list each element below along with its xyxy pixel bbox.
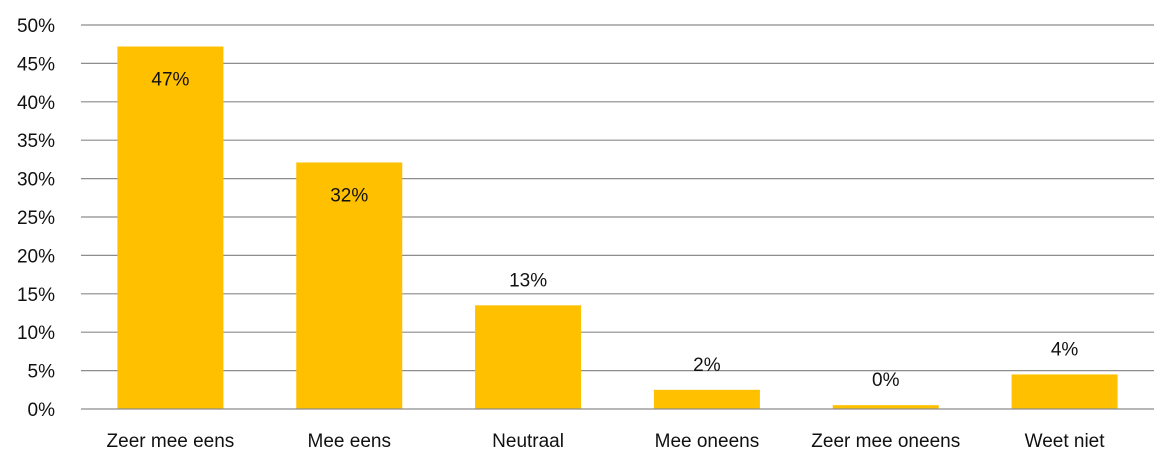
data-label: 32%	[330, 185, 368, 206]
x-category-label: Weet niet	[1025, 431, 1106, 450]
x-category-label: Zeer mee eens	[107, 431, 235, 450]
y-tick-label: 20%	[17, 246, 55, 267]
y-tick-label: 45%	[17, 54, 55, 75]
x-category-label: Mee eens	[308, 431, 391, 450]
bar	[653, 389, 760, 409]
x-axis-categories: Zeer mee eens Mee eens Neutraal Mee oneens Z…	[107, 431, 1106, 450]
y-tick-label: 25%	[17, 208, 55, 229]
y-tick-label: 0%	[28, 400, 56, 421]
data-label: 13%	[509, 270, 547, 291]
y-tick-label: 35%	[17, 131, 55, 152]
x-category-label: Mee oneens	[655, 431, 760, 450]
y-tick-label: 5%	[28, 362, 56, 383]
x-category-label: Zeer mee oneens	[811, 431, 960, 450]
data-label: 2%	[693, 355, 721, 376]
bars	[117, 46, 1118, 410]
bar	[117, 46, 224, 410]
y-tick-label: 40%	[17, 93, 55, 114]
data-label: 47%	[151, 70, 189, 91]
data-labels: 47% 32% 13% 2% 0% 4%	[151, 70, 1078, 392]
bar	[832, 405, 939, 409]
x-category-label: Neutraal	[492, 431, 564, 450]
bar	[1011, 374, 1118, 409]
y-tick-label: 15%	[17, 285, 55, 306]
gridlines	[81, 24, 1154, 372]
bar	[475, 305, 582, 409]
data-label: 4%	[1051, 339, 1079, 360]
bar	[296, 162, 403, 409]
y-axis-ticks: 0% 5% 10% 15% 20% 25% 30% 35% 40% 45% 50%	[17, 16, 55, 421]
y-tick-label: 50%	[17, 16, 55, 37]
y-tick-label: 10%	[17, 323, 55, 344]
y-tick-label: 30%	[17, 170, 55, 191]
data-label: 0%	[872, 370, 900, 391]
